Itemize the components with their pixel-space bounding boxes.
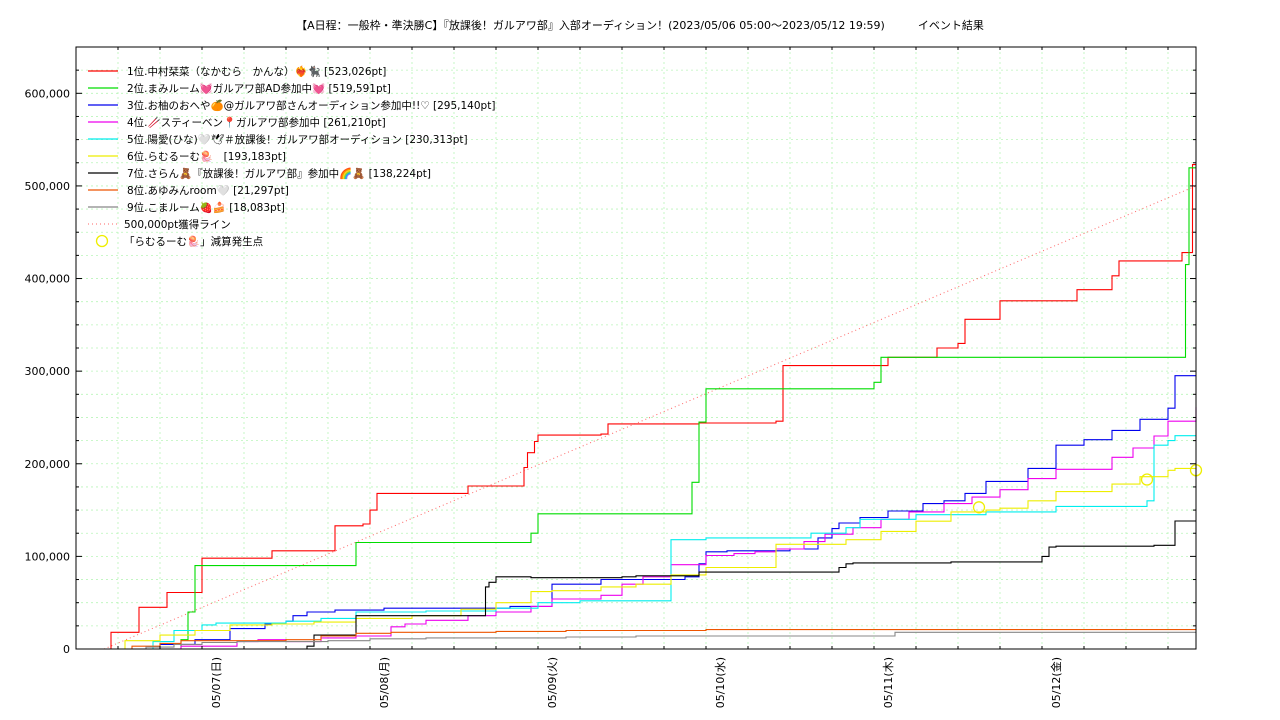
marker-point-2 [1140,473,1154,486]
x-tick-label: 05/07(日) [210,657,223,708]
x-tick-label: 05/10(水) [714,657,727,708]
y-tick-label: 200,000 [25,458,71,471]
legend-label-target: 500,000pt獲得ライン [124,218,231,231]
x-tick-label: 05/08(月) [378,657,391,708]
grid [75,46,1196,649]
legend-label-9: 9位.こまルーム🍓🍰 [18,083pt] [127,201,285,214]
y-tick-label: 100,000 [25,550,71,563]
legend-label-marker: 「らむるーむ🪼」減算発生点 [124,234,263,248]
y-tick-label: 400,000 [25,273,71,286]
y-tick-label: 500,000 [25,180,71,193]
legend-label-5: 5位.陽愛(ひな)🤍🕊＃放課後！ガルアワ部オーディション [230,313pt] [127,133,468,146]
series-line-9 [104,631,1196,650]
legend: 1位.中村栞菜（なかむら かんな）❤️‍🔥🐈‍⬛ [523,026pt] 2位.ま… [88,65,495,248]
y-tick-label: 600,000 [25,87,71,100]
legend-label-2: 2位.まみルーム💓ガルアワ部AD参加中💓 [519,591pt] [127,82,391,95]
series-line-6 [104,467,1197,650]
target-line [103,185,1197,650]
series-line-5 [118,435,1196,650]
series-lines [104,164,1197,650]
target-line-path [103,185,1197,650]
legend-label-6: 6位.らむるーむ🪼 [193,183pt] [127,149,286,163]
legend-label-1: 1位.中村栞菜（なかむら かんな）❤️‍🔥🐈‍⬛ [523,026pt] [127,65,386,78]
series-line-2 [111,167,1196,650]
marker-point-1 [972,501,986,514]
y-tick-label: 0 [63,643,70,656]
series-line-3 [118,375,1196,650]
chart-title: 【A日程：一般枠・準決勝C】『放課後！ガルアワ部』入部オーディション！(2023… [296,19,984,32]
marker-points [972,464,1203,514]
legend-label-7: 7位.さらん🧸『放課後！ガルアワ部』参加中🌈🧸 [138,224pt] [127,167,431,180]
legend-label-3: 3位.お柚のおへや🍊@ガルアワ部さんオーディション参加中!!♡ [295,140… [127,99,495,112]
x-tick-label: 05/12(金) [1049,657,1063,708]
legend-swatch-marker [95,234,109,248]
axis-ticks: 0 100,000 200,000 300,000 400,000 500,000 600,… [25,46,1196,708]
series-line-7 [104,520,1196,650]
y-tick-label: 300,000 [25,365,71,378]
legend-label-4: 4位.🥢スティーベン📍ガルアワ部参加中 [261,210pt] [127,116,386,129]
series-line-8 [104,629,1197,650]
series-line-4 [111,407,1197,650]
x-tick-label: 05/11(木) [882,657,895,708]
series-line-1 [104,164,1196,650]
legend-label-8: 8位.あゆみんroom🤍 [21,297pt] [127,184,289,197]
x-tick-label: 05/09(火) [546,657,559,708]
